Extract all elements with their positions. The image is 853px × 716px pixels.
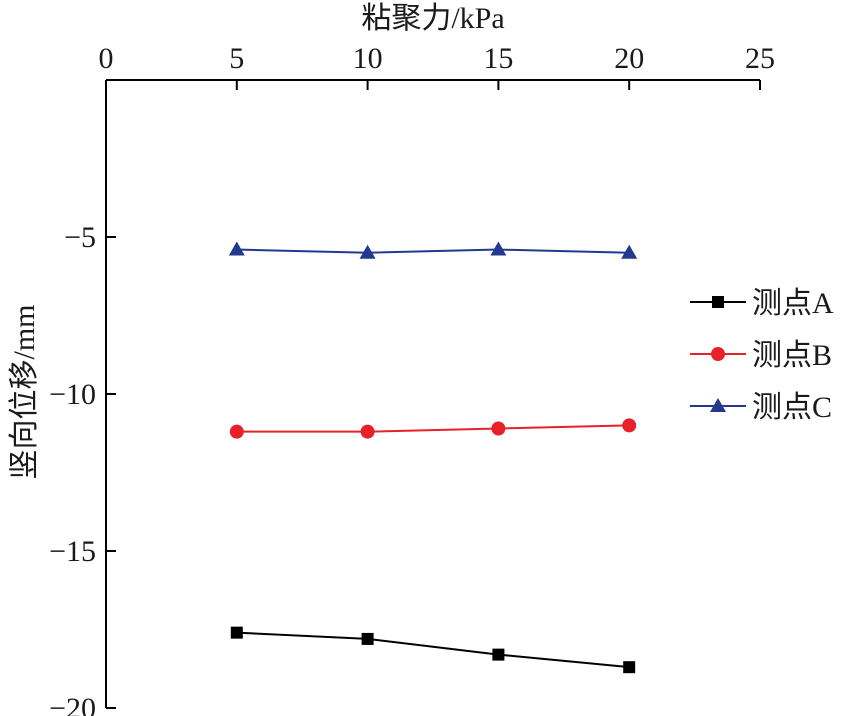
x-tick-label: 5 — [229, 42, 244, 75]
data-point — [491, 421, 506, 436]
y-tick-label: −10 — [49, 378, 96, 411]
data-point — [623, 661, 636, 674]
y-tick-label: −20 — [49, 692, 96, 716]
legend-item: 测点B — [690, 339, 832, 372]
x-tick-label: 0 — [99, 42, 114, 75]
legend-marker — [710, 398, 726, 412]
series-1 — [230, 626, 636, 674]
legend-marker — [711, 347, 725, 361]
legend: 测点A 测点B 测点C — [690, 287, 834, 424]
legend-item: 测点C — [690, 391, 832, 424]
plot-area — [228, 241, 638, 674]
data-point — [490, 241, 507, 256]
data-point — [361, 632, 374, 645]
series-line — [236, 248, 630, 254]
data-point — [360, 424, 375, 439]
y-axis-ticks: −5 −10 −15 −20 — [49, 221, 116, 716]
series-2 — [229, 418, 637, 439]
legend-label: 测点A — [752, 287, 834, 320]
series-line — [236, 631, 630, 669]
y-axis-label: 竖向位移/mm — [8, 304, 41, 479]
series-line — [236, 424, 630, 433]
y-tick-label: −15 — [49, 535, 96, 568]
x-tick-label: 10 — [353, 42, 383, 75]
x-tick-label: 20 — [614, 42, 644, 75]
x-axis-label: 粘聚力/kPa — [361, 2, 504, 35]
y-tick-label: −5 — [64, 221, 96, 254]
data-point — [622, 418, 637, 433]
data-point — [492, 648, 505, 661]
series-3 — [228, 241, 638, 259]
legend-item: 测点A — [690, 287, 834, 320]
x-tick-label: 25 — [745, 42, 775, 75]
data-point — [228, 241, 245, 256]
x-tick-label: 15 — [483, 42, 513, 75]
legend-label: 测点B — [752, 339, 832, 372]
data-point — [230, 626, 243, 639]
data-point — [359, 244, 376, 259]
legend-marker — [712, 296, 724, 308]
data-point — [621, 244, 638, 259]
legend-label: 测点C — [752, 391, 832, 424]
data-point — [229, 424, 244, 439]
x-axis-ticks: 0 5 10 15 20 25 — [99, 42, 775, 90]
